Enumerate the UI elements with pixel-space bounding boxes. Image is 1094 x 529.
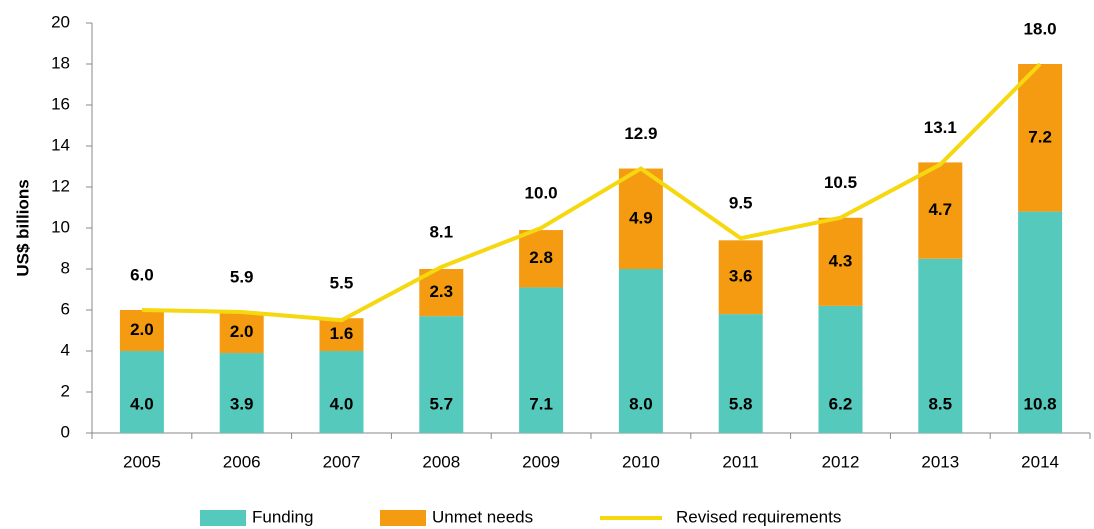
bar-segment <box>519 230 564 288</box>
bar-segment <box>1018 64 1063 212</box>
y-tick-label: 4 <box>61 340 70 359</box>
value-label: 5.8 <box>729 394 753 413</box>
value-label: 8.5 <box>928 394 952 413</box>
value-label: 4.9 <box>629 208 653 227</box>
legend-label: Funding <box>252 507 313 526</box>
x-tick-label: 2011 <box>722 452 759 471</box>
x-tick-label: 2008 <box>422 452 460 471</box>
y-tick-label: 12 <box>51 176 70 195</box>
y-axis-label: US$ billions <box>13 179 32 276</box>
value-label: 7.2 <box>1028 127 1052 146</box>
value-label: 2.0 <box>130 320 154 339</box>
value-label: 2.0 <box>230 322 254 341</box>
value-label: 4.7 <box>928 200 952 219</box>
y-tick-label: 6 <box>61 299 70 318</box>
bar-segment <box>618 269 663 433</box>
value-label: 6.2 <box>829 394 853 413</box>
value-label: 2.8 <box>529 248 553 267</box>
total-label: 9.5 <box>729 194 753 213</box>
bar-segment <box>618 168 663 269</box>
bar-segment <box>119 351 164 433</box>
value-label: 10.8 <box>1024 394 1057 413</box>
total-label: 10.5 <box>824 173 857 192</box>
y-tick-label: 10 <box>51 217 70 236</box>
total-label: 6.0 <box>130 265 154 284</box>
bar-segment <box>918 162 963 259</box>
y-tick-label: 18 <box>51 53 70 72</box>
bar-segment <box>818 305 863 433</box>
value-label: 5.7 <box>429 394 453 413</box>
total-label: 13.1 <box>924 118 957 137</box>
bar-segment <box>718 314 763 433</box>
total-label: 8.1 <box>429 222 453 241</box>
bar-segment <box>219 312 264 354</box>
value-label: 4.3 <box>829 251 853 270</box>
value-label: 8.0 <box>629 394 653 413</box>
bar-segment <box>319 318 364 351</box>
value-label: 3.6 <box>729 267 753 286</box>
line-series <box>141 62 1042 323</box>
total-label: 10.0 <box>525 183 558 202</box>
value-label: 3.9 <box>230 394 254 413</box>
bar-segment <box>1018 211 1063 433</box>
bar-segment <box>818 217 863 306</box>
bar-segment <box>918 258 963 433</box>
bar-segment <box>419 316 464 433</box>
x-tick-label: 2012 <box>822 452 860 471</box>
y-tick-label: 14 <box>51 135 70 154</box>
bar-segment <box>319 351 364 433</box>
bar-segment <box>718 240 763 315</box>
legend-swatch <box>380 510 426 526</box>
value-label: 4.0 <box>130 394 154 413</box>
legend-swatch <box>200 510 246 526</box>
legend-label: Unmet needs <box>432 507 533 526</box>
value-label: 2.3 <box>429 282 453 301</box>
total-label: 18.0 <box>1024 19 1057 38</box>
x-tick-label: 2005 <box>123 452 161 471</box>
bar-segment <box>519 287 564 433</box>
total-label: 12.9 <box>624 124 657 143</box>
total-label: 5.5 <box>330 274 354 293</box>
y-tick-label: 0 <box>61 422 70 441</box>
value-label: 1.6 <box>330 324 354 343</box>
value-label: 7.1 <box>529 394 553 413</box>
x-tick-label: 2013 <box>921 452 959 471</box>
total-label: 5.9 <box>230 268 254 287</box>
y-tick-label: 20 <box>51 12 70 31</box>
x-tick-label: 2007 <box>323 452 361 471</box>
bar-segment <box>119 310 164 351</box>
y-tick-label: 8 <box>61 258 70 277</box>
x-tick-label: 2014 <box>1021 452 1059 471</box>
legend-label: Revised requirements <box>676 507 841 526</box>
value-label: 4.0 <box>330 394 354 413</box>
bar-segment <box>219 353 264 433</box>
y-tick-label: 16 <box>51 94 70 113</box>
x-tick-label: 2006 <box>223 452 261 471</box>
x-tick-label: 2009 <box>522 452 560 471</box>
x-tick-label: 2010 <box>622 452 660 471</box>
y-tick-label: 2 <box>61 381 70 400</box>
